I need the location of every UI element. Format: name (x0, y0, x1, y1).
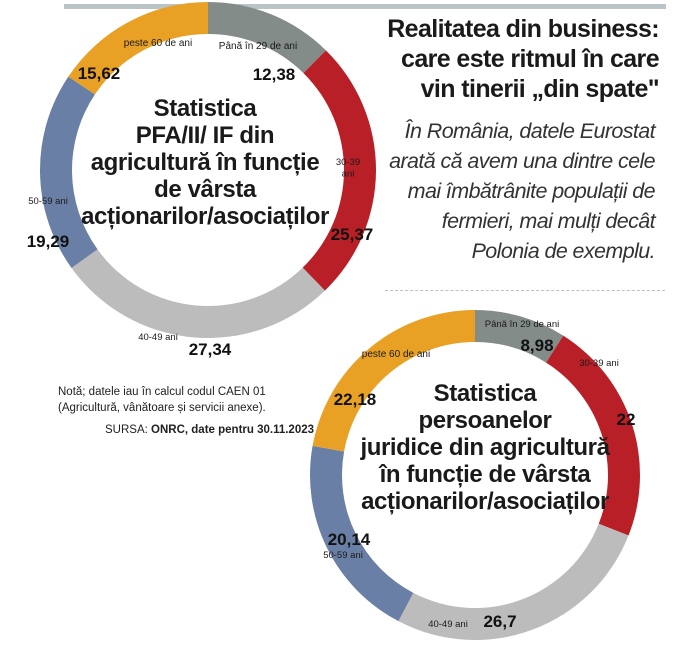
source-text: ONRC, date pentru 30.11.2023 (151, 424, 315, 436)
chart1-slice-50-59 (40, 76, 98, 268)
chart1-title: Statistica PFA/II/ IF din agricultură în… (80, 95, 330, 230)
footnote: Notă; datele iau în calcul codul CAEN 01… (58, 386, 266, 414)
chart2-value-label-peste-60: 22,18 (334, 390, 377, 409)
chart1-slice-30-39 (302, 50, 377, 291)
chart2-title-line: juridice din agricultură (360, 434, 610, 461)
chart1-slice-40-49 (71, 249, 325, 339)
chart1-title-line: PFA/II/ IF din (135, 122, 275, 149)
chart2-value-label-50-59: 20,14 (328, 530, 371, 549)
chart2-title-line: persoanelor (418, 407, 552, 434)
chart1-category-label-30-39: 30-39 ani (336, 157, 360, 180)
chart2-slice-50-59 (310, 445, 414, 622)
chart2-value-label-40-49: 26,7 (483, 612, 516, 631)
chart1-category-label-pana-29: Până în 29 de ani (219, 41, 297, 52)
chart1-value-label-50-59: 19,29 (27, 232, 70, 251)
headline-line-1: Realitatea din business: (387, 15, 659, 43)
divider (385, 290, 665, 292)
headline: Realitatea din business: care este ritmu… (299, 14, 659, 104)
chart2-category-label-peste-60: peste 60 de ani (362, 349, 430, 360)
chart2-title-line: în funcție de vârsta (379, 461, 591, 488)
source-line: SURSA: ONRC, date pentru 30.11.2023 (105, 424, 314, 436)
chart1-value-label-40-49: 27,34 (189, 340, 232, 359)
intro-text: În România, datele Eurostat arată că ave… (389, 119, 655, 263)
chart1-value-label-pana-29: 12,38 (253, 65, 296, 84)
chart1-title-line: acționarilor/asociaților (81, 203, 329, 230)
chart2-category-label-pana-29: Până în 29 de ani (485, 319, 559, 330)
chart1-category-label-50-59: 50-59 ani (28, 196, 68, 207)
headline-line-2: care este ritmul în care (401, 45, 660, 73)
chart2-value-label-pana-29: 8,98 (520, 336, 553, 355)
chart1-category-label-peste-60: peste 60 de ani (124, 38, 192, 49)
chart1-title-line: de vârsta (154, 176, 256, 203)
top-rule (64, 4, 666, 9)
chart1-category-label-40-49: 40-49 ani (138, 332, 178, 343)
chart2-slice-40-49 (398, 523, 629, 640)
chart2-category-label-40-49: 40-49 ani (428, 619, 468, 630)
chart2-title: Statistica persoanelor juridice din agri… (355, 380, 615, 515)
chart2-title-line: acționarilor/asociaților (361, 488, 609, 515)
chart1-value-label-30-39: 25,37 (331, 225, 374, 244)
chart2-category-label-50-59: 50-59 ani (323, 550, 363, 561)
chart2-category-label-30-39: 30-39 ani (579, 358, 619, 369)
source-prefix: SURSA: (105, 424, 148, 436)
chart1-title-line: Statistica (153, 95, 257, 122)
chart2-value-label-30-39: 22 (617, 410, 636, 429)
chart2-title-line: Statistica (433, 380, 537, 407)
chart2-slice-peste-60 (312, 310, 475, 452)
chart1-slice-pana-29 (208, 2, 326, 74)
chart1-value-label-peste-60: 15,62 (78, 64, 121, 83)
chart1-slice-peste-60 (68, 2, 208, 95)
chart2-slice-pana-29 (475, 310, 564, 363)
chart1-title-line: agricultură în funcție (90, 149, 320, 176)
headline-line-3: vin tinerii „din spate" (420, 75, 660, 103)
chart2-slice-30-39 (546, 335, 640, 536)
